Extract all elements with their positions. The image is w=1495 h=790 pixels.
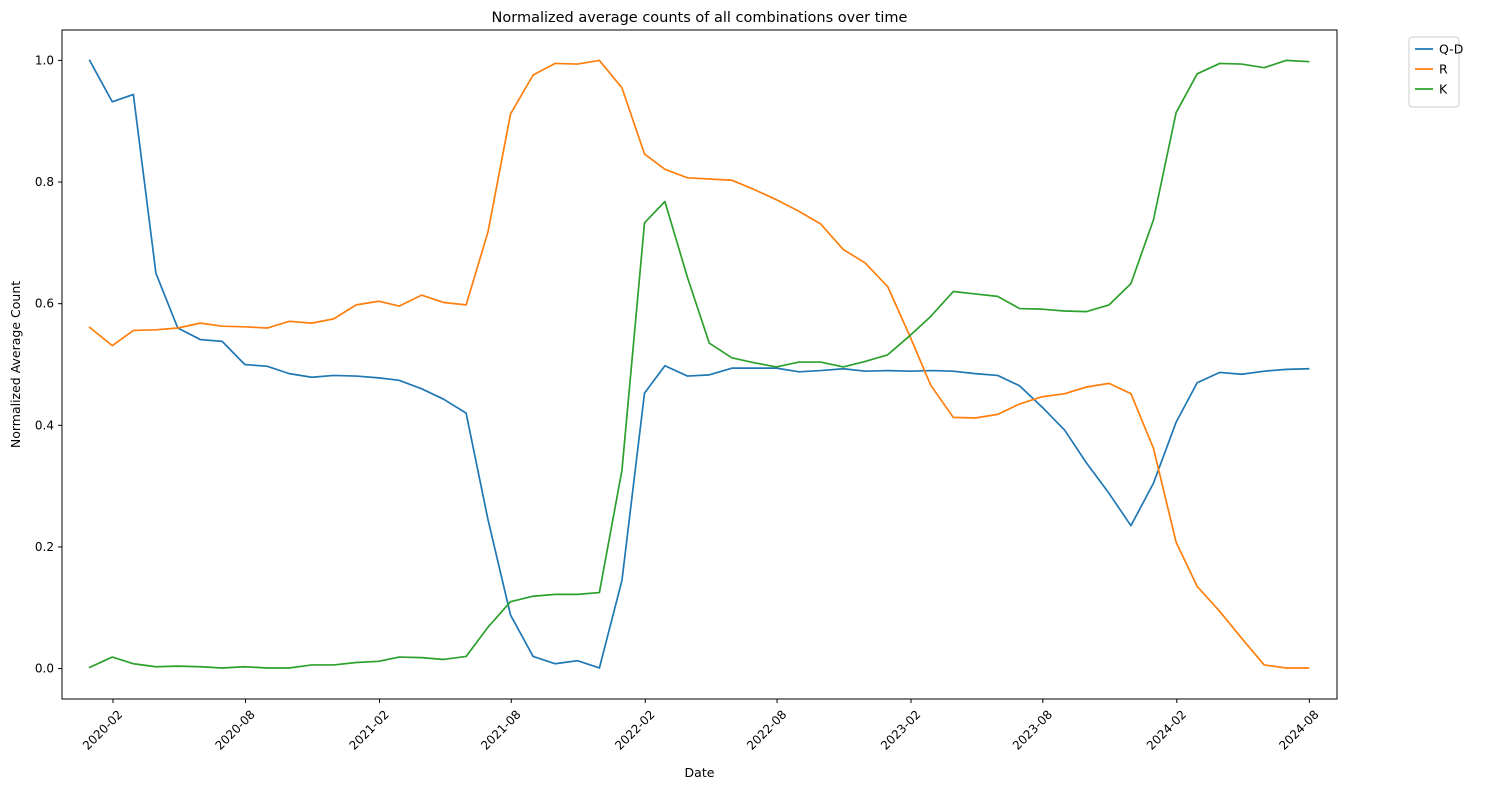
series-line-q-d <box>88 59 1310 669</box>
legend-entry-label: K <box>1439 82 1448 97</box>
y-axis: 0.0 0.2 0.4 0.6 0.8 1.0 <box>35 53 62 676</box>
series-line-r <box>88 59 1310 669</box>
y-tick-label: 0.6 <box>35 297 54 311</box>
x-axis-label: Date <box>685 765 715 780</box>
series-layer <box>88 59 1310 669</box>
y-tick-label: 0.0 <box>35 662 54 676</box>
legend: Q-D RK <box>1408 36 1463 108</box>
y-tick-label: 0.2 <box>35 540 54 554</box>
y-tick-label: 0.4 <box>35 418 54 432</box>
chart-title: Normalized average counts of all combina… <box>492 10 908 26</box>
legend-entry-label: R <box>1439 62 1448 77</box>
plot-area-frame <box>61 29 1338 700</box>
y-axis-label: Normalized Average Count <box>8 281 23 448</box>
series-line-k <box>88 59 1310 669</box>
y-tick-label: 1.0 <box>35 53 54 67</box>
legend-entry-label: Q-D <box>1439 42 1463 57</box>
y-tick-label: 0.8 <box>35 175 54 189</box>
